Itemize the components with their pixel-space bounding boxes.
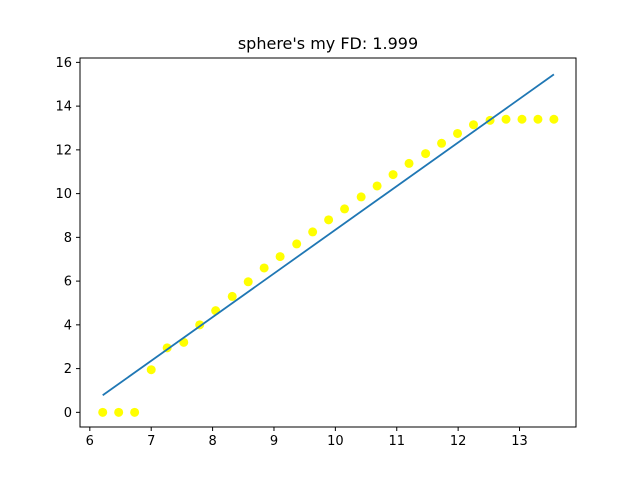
y-tick-label: 6 <box>64 275 72 290</box>
scatter-point <box>533 114 543 124</box>
scatter-point <box>98 407 108 417</box>
y-tick-label: 4 <box>64 318 72 333</box>
scatter-point <box>549 114 559 124</box>
scatter-point <box>340 204 350 214</box>
x-tick-label: 8 <box>208 434 216 449</box>
axes-frame <box>79 57 577 428</box>
scatter-point <box>437 138 447 148</box>
scatter-point <box>404 158 414 168</box>
scatter-point <box>114 407 124 417</box>
x-tick-label: 9 <box>270 434 278 449</box>
x-tick-label: 13 <box>511 434 528 449</box>
scatter-point <box>259 263 269 273</box>
x-tick-label: 12 <box>450 434 467 449</box>
axes: 6 7 8 9 10 11 12 13 0 2 4 6 8 10 12 14 16 <box>55 56 577 449</box>
scatter-point <box>275 252 285 262</box>
y-tick-label: 10 <box>55 187 72 202</box>
scatter-point <box>388 170 398 180</box>
scatter-point <box>517 114 527 124</box>
x-tick-label: 6 <box>86 434 94 449</box>
scatter-point <box>227 291 237 301</box>
scatter-point <box>453 128 463 138</box>
x-tick-label: 7 <box>147 434 155 449</box>
scatter-point <box>501 114 511 124</box>
x-tick-label: 10 <box>327 434 344 449</box>
chart-title: sphere's my FD: 1.999 <box>238 34 418 53</box>
y-tick-label: 12 <box>55 143 72 158</box>
scatter-point <box>243 277 253 287</box>
y-tick-label: 2 <box>64 362 72 377</box>
scatter-point <box>146 365 156 375</box>
scatter-point <box>130 407 140 417</box>
scatter-point <box>356 192 366 202</box>
y-tick-label: 0 <box>64 406 72 421</box>
scatter-point <box>324 215 334 225</box>
fit-line <box>102 73 555 397</box>
scatter-point <box>421 149 431 159</box>
scatter-point <box>292 239 302 249</box>
x-tick-label: 11 <box>388 434 405 449</box>
scatter-point <box>468 120 478 130</box>
plot-area <box>98 73 559 417</box>
scatter-point <box>308 227 318 237</box>
scatter-point <box>372 181 382 191</box>
y-tick-label: 14 <box>55 100 72 115</box>
y-tick-label: 16 <box>55 56 72 71</box>
y-tick-label: 8 <box>64 231 72 246</box>
